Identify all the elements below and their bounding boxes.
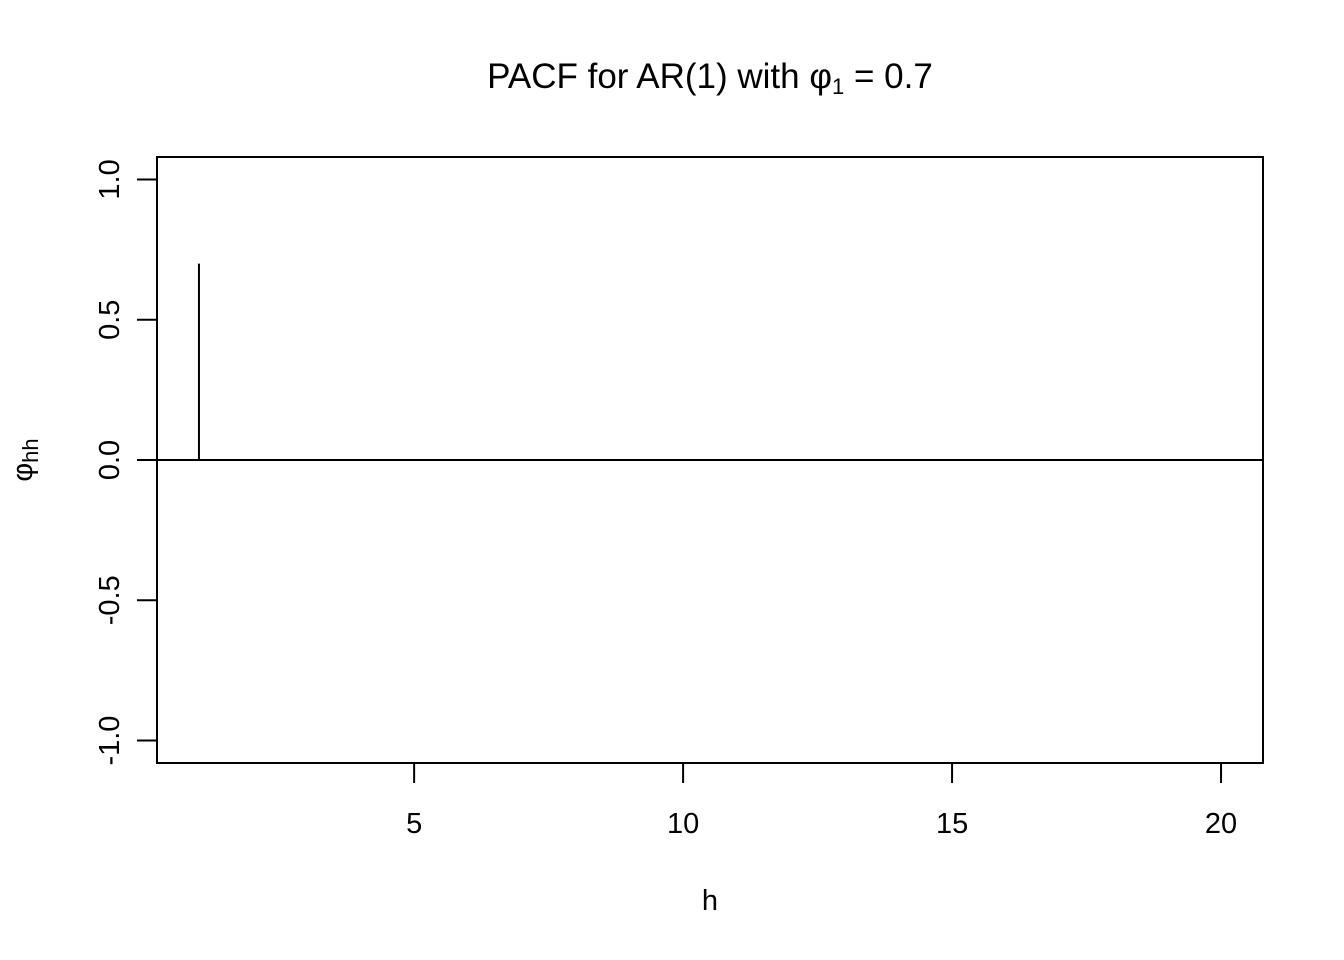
x-tick-label-20: 20 xyxy=(1205,808,1237,840)
y-tick-label-0.0: 0.0 xyxy=(94,440,126,480)
x-tick-label-5: 5 xyxy=(406,808,422,840)
y-axis-label-symbol: φ xyxy=(7,463,39,482)
x-axis-label: h xyxy=(702,885,718,917)
y-tick-label--0.5: -0.5 xyxy=(94,575,126,625)
y-axis-label: φhh xyxy=(7,438,43,481)
chart-title-symbol: φ xyxy=(809,57,832,96)
y-tick-label--1.0: -1.0 xyxy=(94,716,126,766)
y-axis-label-subscript: hh xyxy=(18,438,43,462)
chart-title-subscript: 1 xyxy=(832,74,844,99)
x-tick-label-15: 15 xyxy=(936,808,968,840)
x-tick-label-10: 10 xyxy=(667,808,699,840)
y-tick-label-0.5: 0.5 xyxy=(94,300,126,340)
y-tick-label-1.0: 1.0 xyxy=(94,159,126,199)
chart-title-prefix: PACF for AR(1) with xyxy=(487,57,809,96)
chart-title: PACF for AR(1) with φ1 = 0.7 xyxy=(487,57,933,99)
plot-area: 5 10 15 20 -1.0 -0.5 0.0 0.5 1.0 xyxy=(94,156,1264,840)
chart-title-suffix: = 0.7 xyxy=(844,57,933,96)
